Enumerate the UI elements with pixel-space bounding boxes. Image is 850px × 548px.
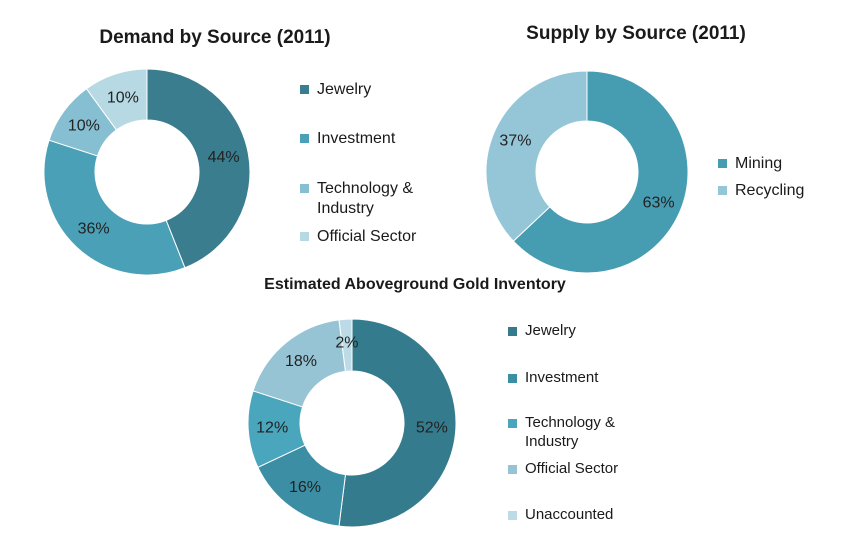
slice-unaccounted [338, 318, 353, 372]
legend-item: Jewelry [508, 322, 576, 341]
legend-label: Technology & Industry [317, 180, 414, 217]
legend-item: Official Sector [508, 460, 618, 479]
slice-investment [43, 139, 186, 276]
legend-swatch [508, 465, 517, 474]
legend-label: Jewelry [525, 322, 576, 339]
legend-swatch [508, 374, 517, 383]
chart-title: Supply by Source (2011) [526, 23, 746, 44]
legend-label: Investment [317, 130, 396, 147]
legend-item: Recycling [718, 181, 804, 201]
legend-label: Technology & Industry [525, 414, 616, 450]
legend-item: Technology & Industry [508, 414, 615, 452]
slice-official-sector [85, 68, 148, 131]
data-label: 10% [68, 118, 100, 135]
legend-item: Investment [508, 369, 598, 388]
slice-mining [512, 70, 689, 274]
legend-swatch [718, 186, 727, 195]
legend-swatch [300, 134, 309, 143]
legend-label: Official Sector [525, 460, 619, 477]
legend-swatch [300, 85, 309, 94]
legend-item: Mining [718, 154, 782, 174]
legend-label: Investment [525, 369, 599, 386]
chart-title: Demand by Source (2011) [99, 27, 331, 48]
legend-item: Investment [300, 129, 395, 149]
legend-swatch [508, 419, 517, 428]
slice-jewelry [338, 318, 457, 528]
legend-swatch [300, 184, 309, 193]
slice-jewelry [146, 68, 251, 269]
legend-swatch [718, 159, 727, 168]
data-label: 37% [499, 133, 531, 150]
legend-swatch [508, 327, 517, 336]
data-label: 36% [78, 220, 110, 237]
data-label: 2% [335, 335, 358, 352]
data-label: 16% [289, 479, 321, 496]
data-label: 10% [107, 89, 139, 106]
legend-item: Technology & Industry [300, 179, 413, 219]
legend-item: Official Sector [300, 227, 416, 247]
legend-item: Jewelry [300, 80, 371, 100]
slice-recycling [485, 70, 588, 242]
legend-label: Mining [735, 155, 783, 172]
legend-label: Recycling [735, 182, 805, 199]
data-label: 63% [643, 194, 675, 211]
data-label: 44% [208, 149, 240, 166]
chart-title: Estimated Aboveground Gold Inventory [264, 276, 566, 293]
legend-item: Unaccounted [508, 506, 613, 525]
legend-label: Official Sector [317, 228, 417, 245]
legend-swatch [300, 232, 309, 241]
data-label: 52% [416, 420, 448, 437]
legend-swatch [508, 511, 517, 520]
data-label: 12% [256, 420, 288, 437]
legend-label: Unaccounted [525, 506, 614, 523]
data-label: 18% [285, 353, 317, 370]
legend-label: Jewelry [317, 81, 372, 98]
